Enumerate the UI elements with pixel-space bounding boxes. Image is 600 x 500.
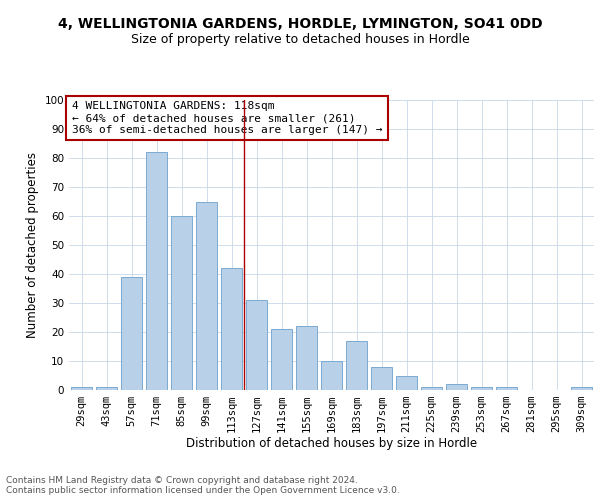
Bar [146,152,167,390]
Bar [446,384,467,390]
Bar [196,202,217,390]
Bar [496,387,517,390]
Bar [471,387,492,390]
Bar [96,387,117,390]
Bar [421,387,442,390]
Bar [271,329,292,390]
Bar [371,367,392,390]
Bar [396,376,417,390]
Text: 4 WELLINGTONIA GARDENS: 118sqm
← 64% of detached houses are smaller (261)
36% of: 4 WELLINGTONIA GARDENS: 118sqm ← 64% of … [71,102,382,134]
Text: Contains HM Land Registry data © Crown copyright and database right 2024.
Contai: Contains HM Land Registry data © Crown c… [6,476,400,495]
Bar [346,340,367,390]
Bar [571,387,592,390]
Text: Size of property relative to detached houses in Hordle: Size of property relative to detached ho… [131,32,469,46]
Bar [171,216,192,390]
Bar [221,268,242,390]
Text: 4, WELLINGTONIA GARDENS, HORDLE, LYMINGTON, SO41 0DD: 4, WELLINGTONIA GARDENS, HORDLE, LYMINGT… [58,18,542,32]
X-axis label: Distribution of detached houses by size in Hordle: Distribution of detached houses by size … [186,436,477,450]
Bar [296,326,317,390]
Y-axis label: Number of detached properties: Number of detached properties [26,152,39,338]
Bar [71,387,92,390]
Bar [321,361,342,390]
Bar [246,300,267,390]
Bar [121,277,142,390]
